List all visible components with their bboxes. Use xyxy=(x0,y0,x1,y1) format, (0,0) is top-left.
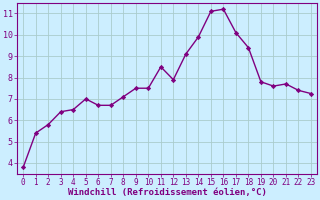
X-axis label: Windchill (Refroidissement éolien,°C): Windchill (Refroidissement éolien,°C) xyxy=(68,188,267,197)
